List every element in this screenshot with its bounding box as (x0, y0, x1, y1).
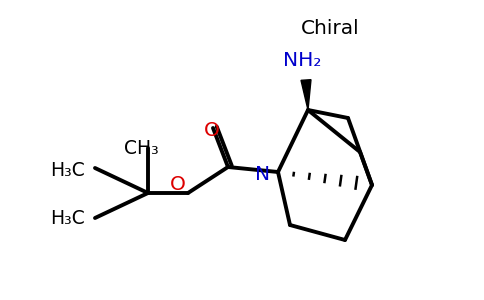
Text: CH₃: CH₃ (123, 139, 158, 158)
Text: Chiral: Chiral (301, 19, 359, 38)
Polygon shape (301, 80, 311, 110)
Text: O: O (170, 176, 186, 194)
Text: N: N (256, 166, 271, 184)
Text: H₃C: H₃C (51, 161, 85, 181)
Text: NH₂: NH₂ (283, 50, 321, 70)
Text: H₃C: H₃C (51, 208, 85, 227)
Text: O: O (204, 121, 220, 140)
